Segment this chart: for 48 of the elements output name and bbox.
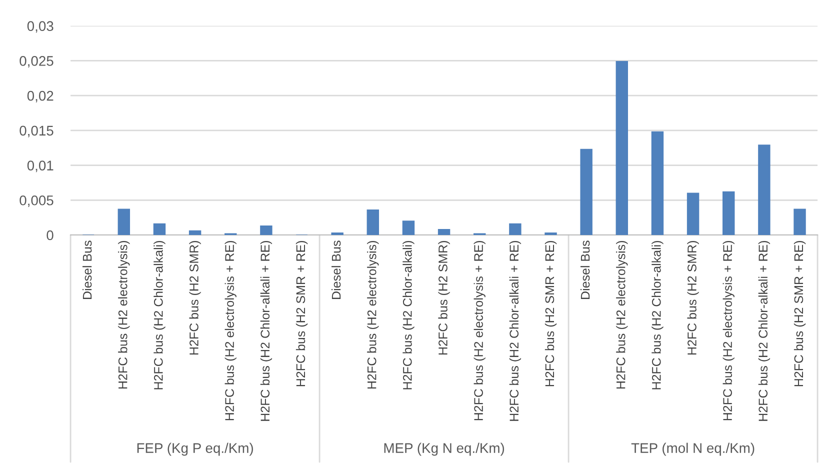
- bar: [438, 229, 450, 235]
- y-tick-label: 0,005: [20, 195, 54, 207]
- x-tick-label: H2FC bus (H2 electrolysis): [367, 241, 379, 389]
- x-tick-label: H2FC bus (H2 SMR): [687, 241, 699, 354]
- x-tick-label: H2FC bus (H2 Chlor-alkali + RE): [509, 241, 522, 421]
- x-tick-label: H2FC bus (H2 Chlor-alkali): [154, 240, 166, 390]
- bar: [331, 232, 344, 235]
- x-tick-label: H2FC bus (H2 Chlor-alkali + RE): [260, 241, 272, 421]
- y-tick-label: 0,025: [20, 56, 54, 68]
- x-tick-label: H2FC bus (H2 SMR + RE): [794, 241, 806, 386]
- x-tick-label: Diesel Bus: [332, 240, 341, 299]
- bar: [686, 192, 700, 235]
- x-tick-label: H2FC bus (H2 electrolysis + RE): [224, 241, 236, 420]
- bar: [758, 144, 770, 235]
- bar: [651, 131, 664, 235]
- bar: [616, 60, 628, 235]
- bar: [153, 223, 166, 235]
- x-tick-label: H2FC bus (H2 SMR): [189, 241, 201, 354]
- x-tick-label: H2FC bus (H2 Chlor-alkali + RE): [758, 241, 770, 421]
- y-tick-label: 0: [46, 230, 54, 240]
- bar: [722, 191, 735, 235]
- text: MEP (Kg N eq./Km): [384, 442, 504, 456]
- x-tick-label: H2FC bus (H2 electrolysis + RE): [722, 241, 734, 420]
- text: FEP (Kg P eq./Km): [137, 442, 253, 456]
- x-tick-label: Diesel Bus: [82, 240, 92, 299]
- y-tick-label: 0,015: [20, 126, 54, 138]
- x-tick-label: H2FC bus (H2 SMR): [438, 241, 450, 354]
- x-tick-label: H2FC bus (H2 Chlor-alkali): [402, 240, 414, 390]
- bar: [260, 226, 272, 235]
- bar: [544, 232, 557, 235]
- y-tick-label: 0,01: [27, 160, 54, 172]
- bar: [509, 223, 522, 235]
- x-tick-label: H2FC bus (H2 SMR + RE): [296, 241, 308, 386]
- y-tick-label: 0,02: [27, 90, 54, 102]
- bar: [188, 230, 202, 235]
- x-tick-label: H2FC bus (H2 Chlor-alkali): [652, 240, 664, 390]
- bar: [118, 208, 130, 235]
- x-tick-label: Diesel Bus: [580, 240, 590, 299]
- bar: [794, 208, 806, 235]
- x-tick-label: H2FC bus (H2 electrolysis): [616, 241, 628, 389]
- x-tick-label: H2FC bus (H2 electrolysis + RE): [474, 241, 486, 420]
- text: TEP (mol N eq./Km): [631, 442, 754, 456]
- bar: [366, 209, 380, 235]
- bar: [580, 148, 592, 235]
- y-tick-label: 0,03: [27, 21, 54, 33]
- x-tick-label: H2FC bus (H2 electrolysis): [118, 241, 130, 389]
- bar: [402, 220, 415, 235]
- x-tick-label: H2FC bus (H2 SMR + RE): [544, 241, 557, 386]
